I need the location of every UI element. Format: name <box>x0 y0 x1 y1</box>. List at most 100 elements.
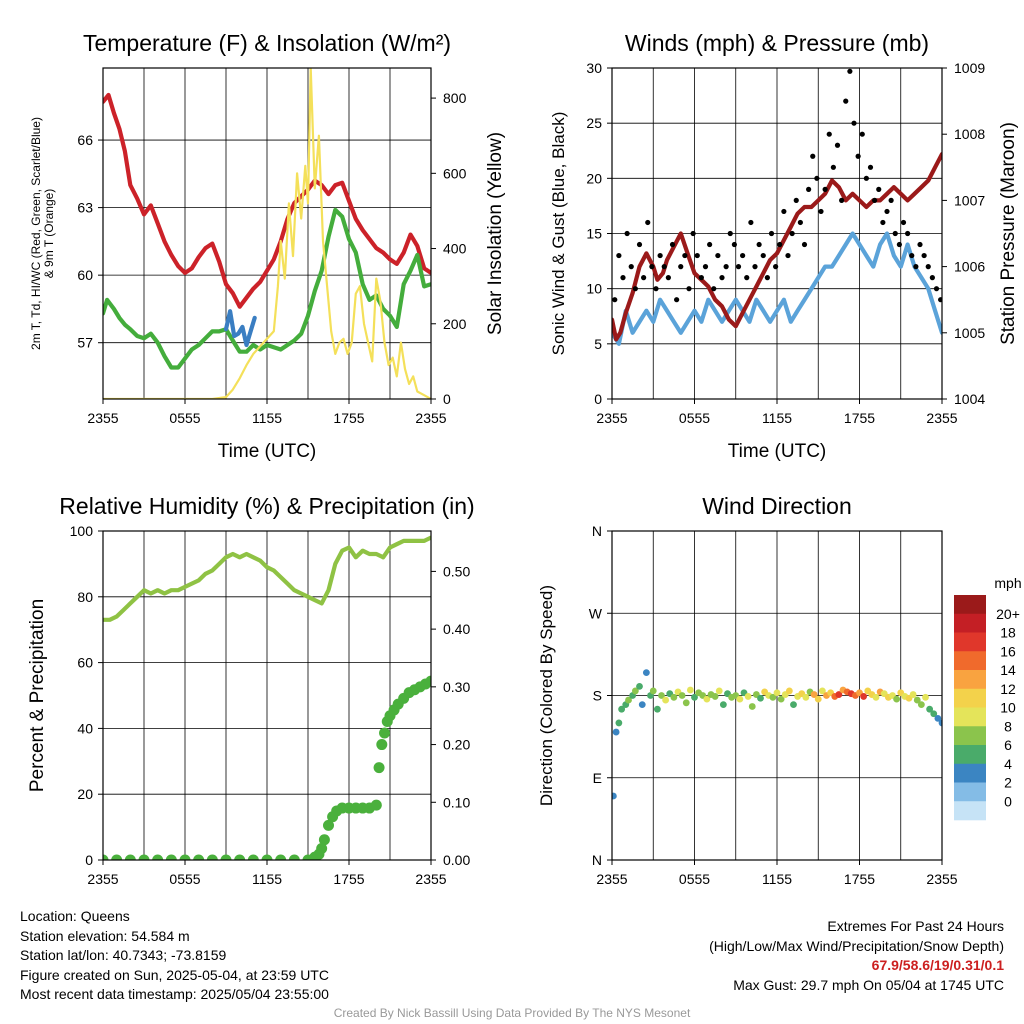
direction-point <box>662 696 670 704</box>
x-tick-label: 1155 <box>252 410 282 426</box>
plot-frame <box>102 67 432 400</box>
series-marker-gust <box>768 230 775 237</box>
series-marker-gust <box>612 297 618 303</box>
series-marker-gust <box>909 252 915 259</box>
direction-point <box>638 701 646 709</box>
y-right-tick-label: 0.00 <box>443 852 470 868</box>
series-marker-gust <box>938 297 942 303</box>
y-tick-label: N <box>592 523 602 539</box>
series-marker-gust <box>855 153 861 159</box>
series-marker-precipitation <box>323 819 334 831</box>
series-marker-gust <box>756 241 762 248</box>
series-line-sonic-wind <box>612 231 942 346</box>
series-marker-gust <box>686 286 692 292</box>
x-tick-label: 0555 <box>169 871 200 887</box>
y-axis-label: Percent & Precipitation <box>27 599 48 792</box>
series-marker-gust <box>727 230 733 237</box>
y-axis-label-line: & 9m T (Orange) <box>42 189 56 279</box>
series-marker-gust <box>616 252 622 259</box>
direction-point <box>922 693 929 701</box>
y-tick-label: 60 <box>77 267 93 283</box>
chart-title: Temperature (F) & Insolation (W/m²) <box>83 30 451 56</box>
plot-area <box>612 68 942 346</box>
y-right-tick-label: 1005 <box>954 325 985 341</box>
series-marker-gust <box>880 219 886 226</box>
series-marker-gust <box>731 241 737 248</box>
plot-area <box>103 68 431 399</box>
series-marker-gust <box>707 241 713 248</box>
series-marker-gust <box>653 286 659 292</box>
series-marker-gust <box>657 252 663 259</box>
direction-point <box>818 687 826 695</box>
station-elevation: Station elevation: 54.584 m <box>20 927 190 944</box>
series-marker-gust <box>933 286 940 292</box>
series-marker-gust <box>628 264 634 270</box>
panel-wind: 0 5 10 15 20 25 30 1004 1005 1006 1007 1008 1009 2355… <box>549 30 1019 462</box>
colorbar-label: 16 <box>1000 643 1016 659</box>
series-marker-gust <box>905 230 911 237</box>
x-tick-label: 0555 <box>679 410 710 426</box>
y-axis-label: Direction (Colored By Speed) <box>537 585 556 806</box>
series-marker-gust <box>669 241 676 248</box>
y-tick-label: 100 <box>70 523 94 539</box>
direction-point <box>670 693 678 701</box>
direction-point <box>893 695 901 703</box>
series-marker-precipitation <box>370 799 382 811</box>
x-tick-label: 2355 <box>415 871 446 887</box>
y-right-tick-label: 0.50 <box>443 563 470 579</box>
direction-point <box>938 719 942 727</box>
series-marker-gust <box>806 186 812 192</box>
direction-point <box>612 792 617 800</box>
series-marker-gust <box>702 264 709 270</box>
panel-temp: 57 60 63 66 0 200 400 600 800 2355 0555 1155 1755 235… <box>29 30 506 462</box>
x-tick-label: 1155 <box>252 871 282 887</box>
direction-point <box>777 695 785 703</box>
colorbar-swatch <box>954 632 986 652</box>
y-right-tick-label: 1008 <box>954 126 985 142</box>
series-marker-precipitation <box>138 854 150 860</box>
x-tick-label: 2355 <box>87 410 118 426</box>
series-marker-gust <box>793 197 799 203</box>
direction-point <box>835 691 843 698</box>
panel-wdir: N E S W N 2355 0555 1155 1755 2355 Wind Direction D… <box>537 493 1022 887</box>
x-tick-label: 2355 <box>926 871 957 887</box>
figure-created: Figure created on Sun, 2025-05-04, at 23… <box>20 966 329 983</box>
series-marker-gust <box>925 264 931 270</box>
series-marker-precipitation <box>193 854 205 860</box>
series-marker-gust <box>715 252 721 259</box>
y-right-tick-label: 1007 <box>954 192 985 208</box>
colorbar-swatch <box>954 707 986 727</box>
series-marker-gust <box>863 175 869 181</box>
direction-point <box>802 693 810 701</box>
series-marker-gust <box>694 252 700 259</box>
y-tick-label: W <box>589 605 603 621</box>
station-location: Location: Queens <box>20 908 130 924</box>
colorbar-swatch <box>954 745 986 765</box>
chart-title: Winds (mph) & Pressure (mb) <box>625 30 929 56</box>
series-marker-gust <box>632 286 638 292</box>
series-marker-precipitation <box>261 854 273 860</box>
series-marker-gust <box>834 142 841 148</box>
series-marker-gust <box>781 208 787 215</box>
colorbar-swatch <box>954 595 986 615</box>
series-marker-gust <box>843 98 849 104</box>
y-right-tick-label: 1004 <box>954 391 985 407</box>
series-marker-gust <box>773 264 779 270</box>
series-line-solar-insolation <box>103 68 431 399</box>
series-marker-gust <box>818 208 824 215</box>
series-marker-gust <box>649 264 655 270</box>
direction-point <box>860 693 868 700</box>
series-marker-gust <box>789 230 795 237</box>
series-marker-gust <box>814 175 820 181</box>
y-tick-label: 5 <box>594 336 602 352</box>
series-marker-gust <box>674 297 680 303</box>
direction-point <box>785 687 793 695</box>
direction-point <box>653 705 661 713</box>
series-marker-gust <box>896 241 902 248</box>
series-marker-gust <box>735 264 742 270</box>
direction-point <box>612 728 620 736</box>
series-marker-gust <box>682 252 688 259</box>
series-marker-gust <box>698 275 704 281</box>
x-tick-label: 1755 <box>844 871 875 887</box>
direction-point <box>736 695 744 703</box>
